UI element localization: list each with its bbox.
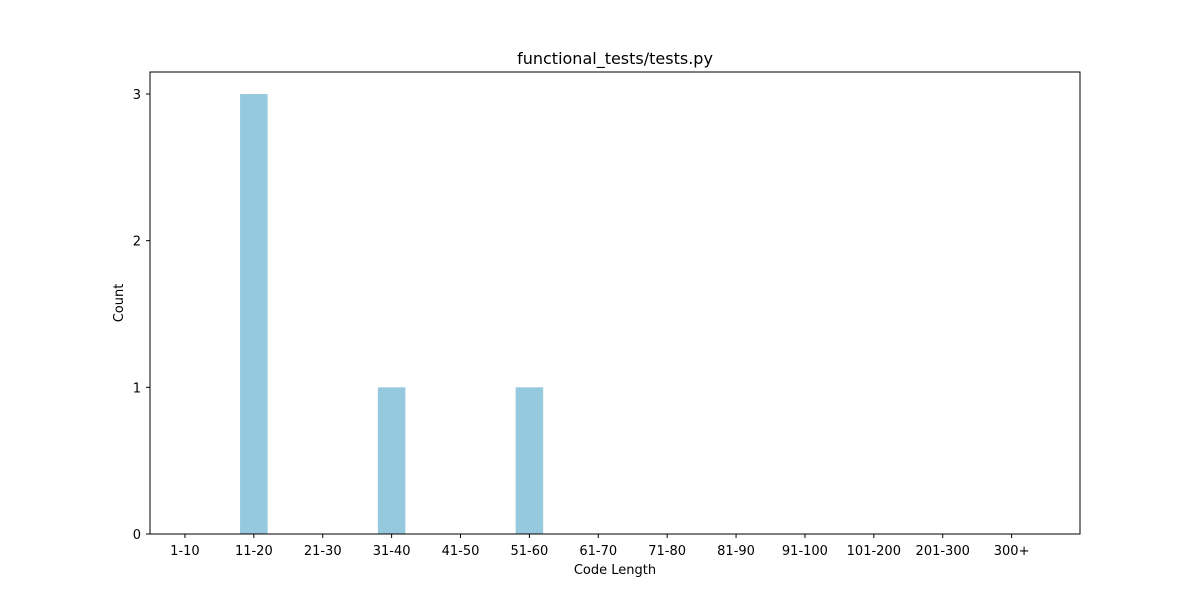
y-axis-label: Count [112,284,127,323]
x-tick-label: 201-300 [916,544,970,559]
bar-11-20 [240,94,268,534]
y-tick-label: 1 [133,381,141,396]
x-tick-label: 11-20 [235,544,273,559]
y-tick-label: 0 [133,528,141,543]
x-tick-label: 51-60 [510,544,548,559]
bar-31-40 [378,387,406,534]
chart-title: functional_tests/tests.py [517,49,713,69]
y-tick-label: 2 [133,235,141,250]
bars-layer [240,94,543,534]
x-tick-label: 71-80 [648,544,686,559]
x-tick-label: 21-30 [304,544,342,559]
x-tick-label: 91-100 [782,544,828,559]
x-tick-label: 300+ [994,544,1030,559]
plot-frame [150,72,1080,534]
x-tick-label: 61-70 [579,544,617,559]
x-axis-ticks: 1-10 11-20 21-30 31-40 41-50 51-60 61-70 71-80 8… [170,534,1029,559]
bar-51-60 [516,387,544,534]
y-axis-ticks: 0 1 2 3 [133,88,150,543]
x-tick-label: 101-200 [847,544,901,559]
x-tick-label: 31-40 [373,544,411,559]
x-axis-label: Code Length [574,563,656,578]
x-tick-label: 1-10 [170,544,200,559]
y-tick-label: 3 [133,88,141,103]
x-tick-label: 41-50 [442,544,480,559]
x-tick-label: 81-90 [717,544,755,559]
